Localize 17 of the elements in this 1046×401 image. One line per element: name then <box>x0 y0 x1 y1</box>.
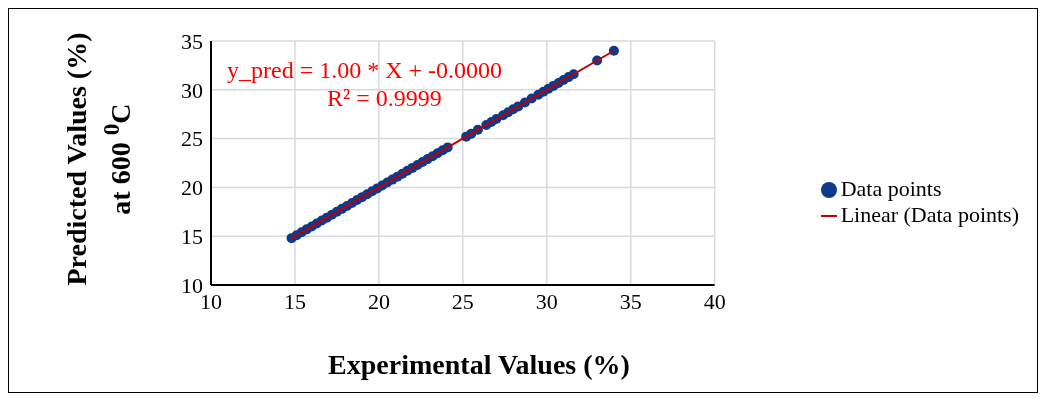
y-tick-label: 30 <box>181 77 203 103</box>
x-tick-label: 15 <box>283 288 306 314</box>
x-tick-label: 20 <box>367 288 390 314</box>
x-tick-label: 25 <box>451 288 474 314</box>
y-tick-label: 35 <box>181 28 203 54</box>
annotation: R² = 0.9999 <box>327 85 442 112</box>
x-tick-label: 40 <box>703 288 726 314</box>
y-tick-label: 20 <box>181 175 203 201</box>
x-tick-label: 30 <box>535 288 558 314</box>
legend-label: Data points <box>840 175 942 201</box>
y-tick-label: 25 <box>181 126 203 152</box>
y-tick-label: 15 <box>181 224 203 250</box>
x-tick-label: 35 <box>619 288 642 314</box>
annotation: y_pred = 1.00 * X + -0.0000 <box>227 57 503 84</box>
y-tick-label: 10 <box>181 272 203 298</box>
x-axis-title: Experimental Values (%) <box>327 349 631 381</box>
legend-label: Linear (Data points) <box>840 201 1019 227</box>
